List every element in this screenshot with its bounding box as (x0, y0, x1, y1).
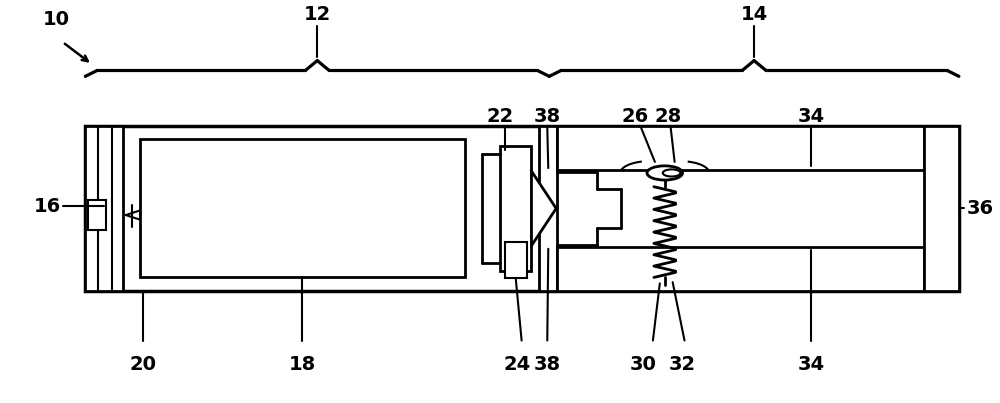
Bar (500, 145, 531, 271)
Bar (85, 126, 123, 291)
Text: 20: 20 (129, 355, 156, 374)
Text: 28: 28 (654, 107, 681, 126)
Circle shape (663, 169, 681, 177)
Text: 36: 36 (967, 199, 994, 218)
Bar (85, 126, 959, 291)
Text: 22: 22 (486, 107, 514, 126)
Text: 18: 18 (289, 355, 316, 374)
Bar (88, 200, 106, 230)
Bar (140, 139, 465, 277)
Text: 34: 34 (797, 107, 824, 126)
Text: 38: 38 (534, 107, 561, 126)
Text: 38: 38 (534, 355, 561, 374)
Text: 30: 30 (630, 355, 656, 374)
Text: 12: 12 (304, 5, 331, 24)
Bar (557, 126, 924, 170)
Text: 10: 10 (43, 10, 70, 29)
Bar (505, 241, 527, 278)
Text: 16: 16 (33, 197, 61, 216)
Text: 26: 26 (622, 107, 649, 126)
Polygon shape (531, 171, 556, 246)
Bar (539, 126, 557, 291)
Text: 34: 34 (797, 355, 824, 374)
Circle shape (647, 166, 683, 180)
Bar (557, 247, 924, 291)
Bar (924, 126, 959, 291)
Text: 24: 24 (503, 355, 530, 374)
Text: 32: 32 (669, 355, 696, 374)
Text: 14: 14 (740, 5, 768, 24)
